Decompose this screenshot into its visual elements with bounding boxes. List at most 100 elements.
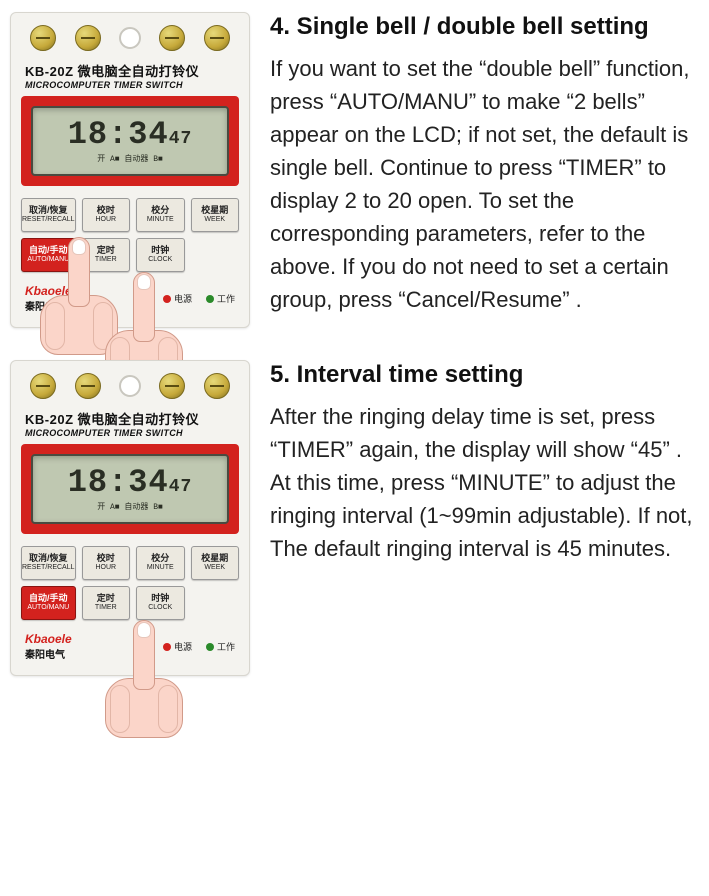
btn-label-en: AUTO/MANU <box>27 256 69 264</box>
device-column-2: KB-20Z 微电脑全自动打铃仪 MICROCOMPUTER TIMER SWI… <box>0 360 260 676</box>
screw-icon <box>30 25 56 51</box>
text-column-4: 4. Single bell / double bell setting If … <box>260 12 709 316</box>
power-indicator: 电源 <box>163 640 192 653</box>
title-cn-text: 微电脑全自动打铃仪 <box>78 412 200 427</box>
led-green-icon <box>206 295 214 303</box>
device-title-en: MICROCOMPUTER TIMER SWITCH <box>25 428 235 438</box>
work-label: 工作 <box>217 640 235 653</box>
btn-label-en: MINUTE <box>147 216 174 224</box>
model-number: KB-20Z <box>25 412 74 427</box>
screw-row-top <box>19 369 241 407</box>
lcd-bezel: 18:3447 开 A■ 自动器 B■ <box>21 444 239 534</box>
device-title-block: KB-20Z 微电脑全自动打铃仪 MICROCOMPUTER TIMER SWI… <box>19 407 241 442</box>
power-label: 电源 <box>174 292 192 305</box>
indicator-group: 电源 工作 <box>163 640 235 653</box>
model-number: KB-20Z <box>25 64 74 79</box>
btn-label-cn: 定时 <box>97 594 115 604</box>
minute-button[interactable]: 校分 MINUTE <box>136 546 184 580</box>
section-4: KB-20Z 微电脑全自动打铃仪 MICROCOMPUTER TIMER SWI… <box>0 0 709 328</box>
week-button[interactable]: 校星期 WEEK <box>191 546 239 580</box>
btn-label-en: TIMER <box>95 604 117 612</box>
btn-label-en: TIMER <box>95 256 117 264</box>
lcd-bezel: 18:3447 开 A■ 自动器 B■ <box>21 96 239 186</box>
lcd-time-seconds: 47 <box>169 477 193 497</box>
clock-button[interactable]: 时钟 CLOCK <box>136 586 184 620</box>
screw-icon <box>204 25 230 51</box>
btn-label-en: AUTO/MANU <box>27 604 69 612</box>
reset-recall-button[interactable]: 取消/恢复 RESET/RECALL <box>21 546 76 580</box>
auto-manu-button[interactable]: 自动/手动 AUTO/MANU <box>21 238 76 272</box>
btn-label-cn: 定时 <box>97 246 115 256</box>
btn-label-cn: 校时 <box>97 554 115 564</box>
mount-notch-icon <box>119 375 141 397</box>
btn-label-cn: 自动/手动 <box>29 246 68 256</box>
section-5: KB-20Z 微电脑全自动打铃仪 MICROCOMPUTER TIMER SWI… <box>0 348 709 676</box>
lcd-screen: 18:3447 开 A■ 自动器 B■ <box>31 106 229 176</box>
work-indicator: 工作 <box>206 292 235 305</box>
btn-label-en: RESET/RECALL <box>22 216 75 224</box>
btn-label-cn: 校星期 <box>201 554 228 564</box>
btn-label-en: WEEK <box>204 564 225 572</box>
btn-label-cn: 校时 <box>97 206 115 216</box>
auto-manu-button[interactable]: 自动/手动 AUTO/MANU <box>21 586 76 620</box>
device-title-block: KB-20Z 微电脑全自动打铃仪 MICROCOMPUTER TIMER SWI… <box>19 59 241 94</box>
btn-label-en: MINUTE <box>147 564 174 572</box>
button-grid: 取消/恢复 RESET/RECALL 校时 HOUR 校分 MINUTE 校星期… <box>19 540 241 626</box>
lcd-time-main: 18:34 <box>68 464 169 501</box>
btn-label-cn: 时钟 <box>151 594 169 604</box>
section-5-body: After the ringing delay time is set, pre… <box>270 400 701 565</box>
brand-cn: 秦阳电气 <box>25 298 72 313</box>
screw-icon <box>30 373 56 399</box>
hour-button[interactable]: 校时 HOUR <box>82 198 130 232</box>
btn-label-cn: 时钟 <box>151 246 169 256</box>
work-label: 工作 <box>217 292 235 305</box>
button-spacer <box>191 238 239 272</box>
lcd-time: 18:3447 <box>68 119 193 151</box>
button-grid: 取消/恢复 RESET/RECALL 校时 HOUR 校分 MINUTE 校星期… <box>19 192 241 278</box>
btn-label-cn: 校分 <box>151 554 169 564</box>
title-cn-text: 微电脑全自动打铃仪 <box>78 64 200 79</box>
device-title-cn: KB-20Z 微电脑全自动打铃仪 <box>25 61 235 80</box>
btn-label-cn: 校分 <box>151 206 169 216</box>
lcd-subline: 开 A■ 自动器 B■ <box>97 501 163 512</box>
btn-label-cn: 取消/恢复 <box>29 554 68 564</box>
lcd-time: 18:3447 <box>68 467 193 499</box>
power-indicator: 电源 <box>163 292 192 305</box>
section-4-heading: 4. Single bell / double bell setting <box>270 12 701 42</box>
brand-row: Kbaoele 秦阳电气 电源 工作 <box>19 278 241 313</box>
hour-button[interactable]: 校时 HOUR <box>82 546 130 580</box>
screw-icon <box>159 373 185 399</box>
timer-device-1: KB-20Z 微电脑全自动打铃仪 MICROCOMPUTER TIMER SWI… <box>10 12 250 328</box>
screw-icon <box>159 25 185 51</box>
screw-row-top <box>19 21 241 59</box>
work-indicator: 工作 <box>206 640 235 653</box>
btn-label-cn: 自动/手动 <box>29 594 68 604</box>
btn-label-en: WEEK <box>204 216 225 224</box>
led-red-icon <box>163 295 171 303</box>
section-4-body: If you want to set the “double bell” fun… <box>270 52 701 316</box>
device-column-1: KB-20Z 微电脑全自动打铃仪 MICROCOMPUTER TIMER SWI… <box>0 12 260 328</box>
indicator-group: 电源 工作 <box>163 292 235 305</box>
btn-label-en: HOUR <box>95 564 116 572</box>
clock-button[interactable]: 时钟 CLOCK <box>136 238 184 272</box>
minute-button[interactable]: 校分 MINUTE <box>136 198 184 232</box>
brand-en: Kbaoele <box>25 284 72 298</box>
device-title-cn: KB-20Z 微电脑全自动打铃仪 <box>25 409 235 428</box>
section-5-heading: 5. Interval time setting <box>270 360 701 390</box>
button-spacer <box>191 586 239 620</box>
brand-row: Kbaoele 秦阳电气 电源 工作 <box>19 626 241 661</box>
screw-icon <box>75 373 101 399</box>
week-button[interactable]: 校星期 WEEK <box>191 198 239 232</box>
timer-button[interactable]: 定时 TIMER <box>82 586 130 620</box>
lcd-screen: 18:3447 开 A■ 自动器 B■ <box>31 454 229 524</box>
device-title-en: MICROCOMPUTER TIMER SWITCH <box>25 80 235 90</box>
brand-en: Kbaoele <box>25 632 72 646</box>
timer-button[interactable]: 定时 TIMER <box>82 238 130 272</box>
timer-device-2: KB-20Z 微电脑全自动打铃仪 MICROCOMPUTER TIMER SWI… <box>10 360 250 676</box>
reset-recall-button[interactable]: 取消/恢复 RESET/RECALL <box>21 198 76 232</box>
led-red-icon <box>163 643 171 651</box>
brand-block: Kbaoele 秦阳电气 <box>25 284 72 313</box>
brand-cn: 秦阳电气 <box>25 646 72 661</box>
btn-label-cn: 校星期 <box>201 206 228 216</box>
screw-icon <box>204 373 230 399</box>
